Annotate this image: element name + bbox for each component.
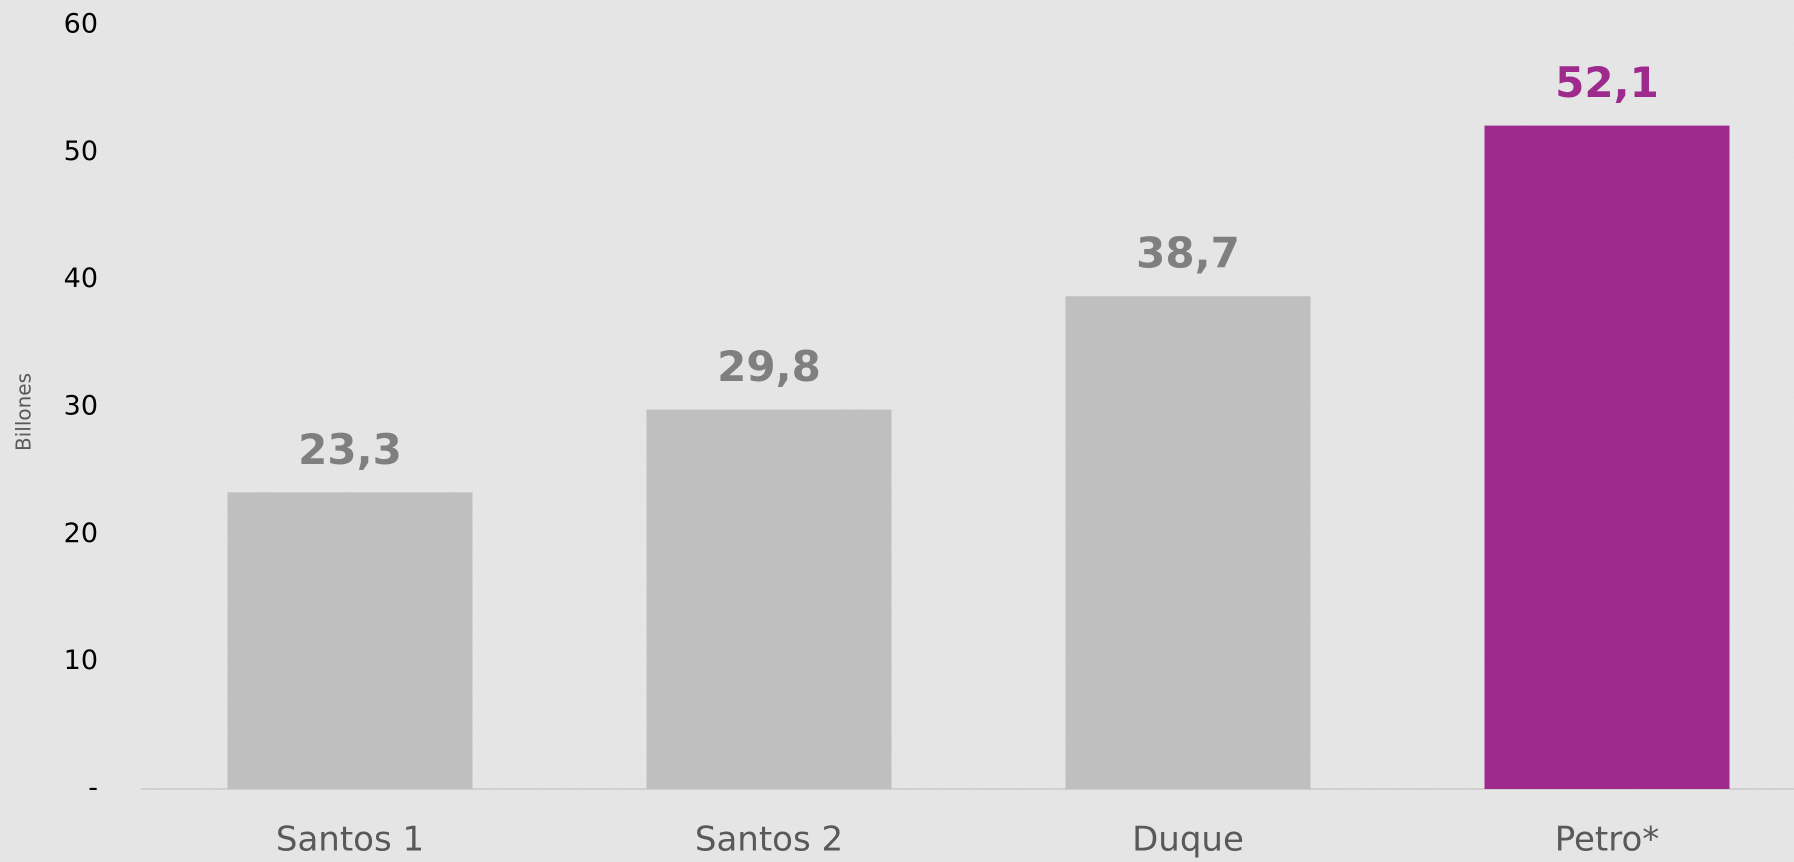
x-tick-label: Duque [1132, 820, 1244, 860]
value-label: 23,3 [298, 425, 402, 474]
bar [646, 409, 892, 789]
bar [1065, 296, 1311, 789]
x-tick-label: Santos 1 [276, 820, 424, 860]
x-tick-label: Petro* [1555, 820, 1660, 860]
x-tick-label: Santos 2 [695, 820, 843, 860]
bar [227, 492, 473, 789]
value-label: 52,1 [1555, 58, 1659, 107]
bar [1484, 125, 1730, 790]
y-tick-label: - [88, 773, 98, 804]
y-tick-label: 60 [64, 9, 98, 40]
y-tick-label: 20 [64, 518, 98, 549]
y-axis-label: Billones [12, 373, 36, 451]
value-label: 38,7 [1136, 229, 1240, 278]
y-tick-label: 50 [64, 136, 98, 167]
y-tick-label: 10 [64, 645, 98, 676]
value-label: 29,8 [717, 342, 821, 391]
y-tick-label: 40 [64, 263, 98, 294]
y-tick-label: 30 [64, 391, 98, 422]
